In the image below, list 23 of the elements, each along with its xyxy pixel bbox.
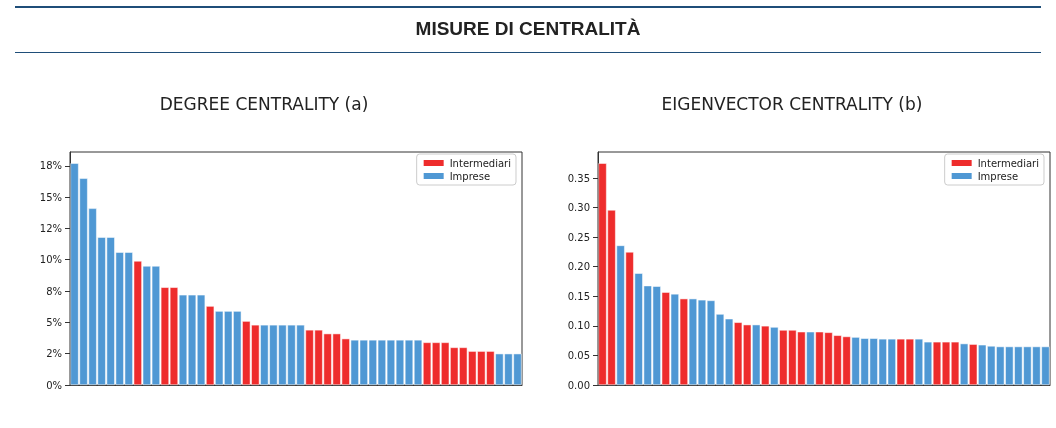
y-tick-label: 0.20 bbox=[567, 261, 590, 273]
text: MISURE DI CENTRALITÀ bbox=[415, 18, 641, 39]
y-tick-label: 15% bbox=[39, 191, 62, 203]
y-tick-label: 0.30 bbox=[567, 202, 590, 214]
chart-title: EIGENVECTOR CENTRALITY (b) bbox=[661, 93, 923, 114]
y-tick-label: 0.10 bbox=[567, 320, 590, 332]
y-tick-label: 0.00 bbox=[567, 379, 590, 391]
legend-label: Intermediari bbox=[977, 157, 1040, 169]
y-tick-label: 5% bbox=[46, 316, 62, 328]
y-tick-label: 0.25 bbox=[567, 231, 590, 243]
legend-label: Imprese bbox=[449, 170, 491, 182]
legend-label: Imprese bbox=[977, 170, 1019, 182]
legend-label: Intermediari bbox=[449, 157, 512, 169]
y-tick-label: 0.05 bbox=[567, 349, 590, 361]
y-tick-label: 0.15 bbox=[567, 290, 590, 302]
y-tick-label: 10% bbox=[39, 254, 62, 266]
chart-title: DEGREE CENTRALITY (a) bbox=[159, 93, 369, 114]
y-tick-label: 2% bbox=[46, 348, 62, 360]
y-tick-label: 12% bbox=[39, 222, 62, 234]
y-tick-label: 0% bbox=[46, 379, 62, 391]
y-tick-label: 0.35 bbox=[567, 172, 590, 184]
y-tick-label: 8% bbox=[46, 285, 62, 297]
y-tick-label: 18% bbox=[39, 160, 62, 172]
